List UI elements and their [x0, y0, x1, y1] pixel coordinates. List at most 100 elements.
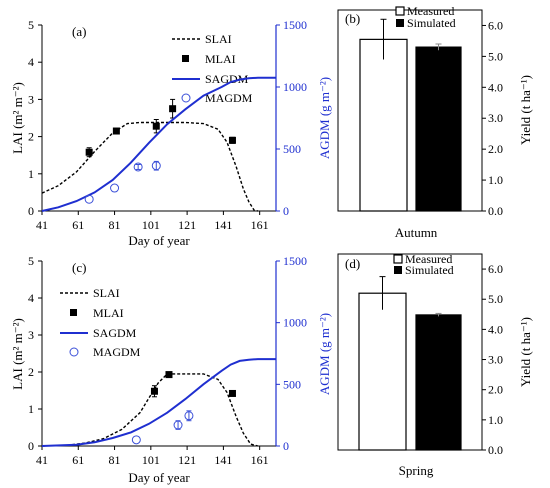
x-tick-label-a: 61	[72, 218, 84, 232]
data-point-magdm-c	[184, 411, 194, 421]
right-tick-label-a: 1000	[283, 80, 307, 94]
panel-label-c: (c)	[72, 260, 86, 275]
left-tick-label-c: 0	[28, 439, 34, 453]
panel-d: (d) Spring Yield (t ha⁻¹) Measured Simul…	[337, 252, 533, 478]
left-tick-label-c: 4	[28, 291, 34, 305]
y-tick-label-b: 5.0	[488, 49, 503, 63]
x-tick-label-c: 101	[142, 453, 160, 467]
data-point-mlai-a	[152, 122, 160, 130]
x-axis-title-a: Day of year	[128, 233, 190, 248]
x-tick-label-a: 101	[142, 218, 160, 232]
panel-label-b: (b)	[345, 11, 360, 26]
right-axis-title-c: AGDM (g m⁻²)	[317, 313, 332, 395]
legend-swatch-measured-b	[395, 6, 405, 16]
legend-text-slai-c: SLAI	[93, 286, 120, 300]
category-label-b: Autumn	[395, 225, 438, 240]
legend-swatch-measured-d	[393, 254, 403, 264]
y-tick-label-d: 4.0	[488, 322, 503, 336]
left-tick-label-c: 2	[28, 365, 34, 379]
x-tick-label-c: 161	[251, 453, 269, 467]
bar-simulated-d	[415, 314, 462, 451]
plot-frame-b	[337, 9, 483, 212]
legend-text-simulated-b: Simulated	[407, 16, 456, 30]
legend-marker-mlai-c	[70, 309, 77, 316]
y-tick-label-b: 1.0	[488, 173, 503, 187]
right-tick-label-a: 500	[283, 142, 301, 156]
left-tick-label-a: 4	[28, 55, 34, 69]
left-tick-label-a: 3	[28, 92, 34, 106]
legend-marker-magdm-c	[69, 347, 79, 357]
legend-text-magdm-a: MAGDM	[205, 91, 253, 105]
x-axis-title-c: Day of year	[128, 470, 190, 485]
y-tick-label-b: 6.0	[488, 18, 503, 32]
legend-marker-mlai-a	[182, 55, 189, 62]
data-point-mlai-c	[150, 387, 158, 395]
left-axis-title-c: LAI (m² m⁻²)	[10, 318, 25, 390]
data-point-magdm-a	[84, 194, 94, 204]
data-point-mlai-a	[112, 127, 120, 135]
y-tick-label-d: 3.0	[488, 353, 503, 367]
legend-text-measured-b: Measured	[407, 4, 454, 18]
left-tick-label-c: 3	[28, 328, 34, 342]
legend-text-simulated-d: Simulated	[405, 263, 454, 277]
plot-frame-d	[337, 253, 483, 451]
legend-text-mlai-c: MLAI	[93, 306, 124, 320]
data-point-mlai-a	[85, 148, 93, 156]
right-tick-label-a: 1500	[283, 18, 307, 32]
legend-marker-magdm-a	[181, 93, 191, 103]
x-tick-label-c: 121	[178, 453, 196, 467]
y-axis-title-b: Yield (t ha⁻¹)	[518, 75, 533, 145]
bar-simulated-b	[415, 46, 462, 212]
left-tick-label-a: 0	[28, 204, 34, 218]
x-tick-label-a: 161	[251, 218, 269, 232]
left-tick-label-a: 2	[28, 130, 34, 144]
bar-measured-d	[358, 292, 407, 451]
legend-text-sagdm-a: SAGDM	[205, 72, 249, 86]
panel-b: (b) Autumn Yield (t ha⁻¹) Measured Simul…	[337, 4, 533, 240]
data-point-magdm-c	[173, 420, 183, 430]
bar-measured-b	[359, 38, 408, 212]
y-tick-label-d: 1.0	[488, 413, 503, 427]
legend-text-sagdm-c: SAGDM	[93, 326, 137, 340]
x-tick-label-c: 41	[36, 453, 48, 467]
data-point-magdm-a	[133, 162, 143, 172]
left-tick-label-c: 5	[28, 254, 34, 268]
right-tick-label-a: 0	[283, 204, 289, 218]
x-tick-label-c: 81	[109, 453, 121, 467]
panel-label-a: (a)	[72, 24, 86, 39]
x-tick-label-a: 41	[36, 218, 48, 232]
x-tick-label-a: 141	[214, 218, 232, 232]
left-tick-label-a: 5	[28, 18, 34, 32]
data-point-magdm-a	[151, 161, 161, 171]
left-tick-label-a: 1	[28, 167, 34, 181]
series-line-sagdm-c	[41, 358, 276, 447]
right-tick-label-c: 0	[283, 439, 289, 453]
series-line-slai-c	[41, 373, 259, 447]
y-tick-label-d: 0.0	[488, 443, 503, 457]
panel-a: (a) LAI (m² m⁻²) AGDM (g m⁻²) Day of yea…	[10, 24, 332, 248]
left-tick-label-c: 1	[28, 402, 34, 416]
legend-text-mlai-a: MLAI	[205, 52, 236, 66]
right-axis-title-a: AGDM (g m⁻²)	[317, 77, 332, 159]
y-tick-label-b: 3.0	[488, 111, 503, 125]
legend-text-measured-d: Measured	[405, 252, 452, 266]
y-tick-label-d: 6.0	[488, 262, 503, 276]
y-tick-label-d: 5.0	[488, 292, 503, 306]
legend-swatch-simulated-b	[396, 19, 404, 27]
x-tick-label-a: 121	[178, 218, 196, 232]
series-line-slai-a	[41, 121, 259, 212]
y-tick-label-b: 2.0	[488, 142, 503, 156]
data-point-mlai-a	[169, 105, 177, 113]
right-tick-label-c: 1000	[283, 316, 307, 330]
y-axis-title-d: Yield (t ha⁻¹)	[518, 317, 533, 387]
x-tick-label-c: 61	[72, 453, 84, 467]
category-label-d: Spring	[399, 463, 434, 478]
data-point-magdm-a	[110, 183, 120, 193]
left-axis-title-a: LAI (m² m⁻²)	[10, 82, 25, 154]
y-tick-label-b: 0.0	[488, 204, 503, 218]
data-point-mlai-a	[228, 136, 236, 144]
panel-label-d: (d)	[345, 256, 360, 271]
data-point-mlai-c	[165, 371, 173, 379]
y-tick-label-d: 2.0	[488, 383, 503, 397]
